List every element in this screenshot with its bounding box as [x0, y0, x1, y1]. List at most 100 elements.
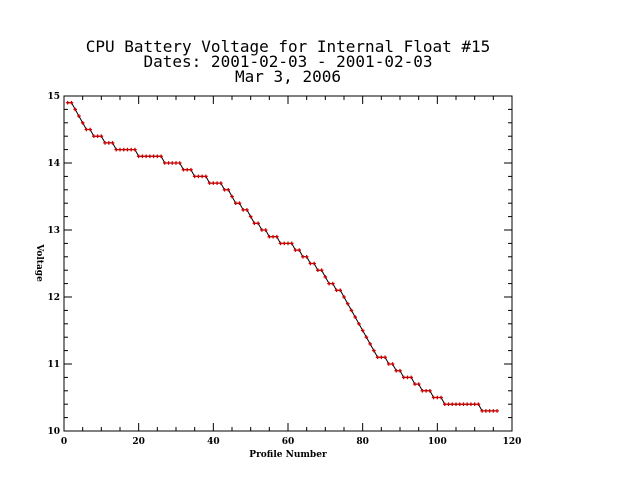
series-line — [67, 102, 498, 412]
data-point — [219, 181, 223, 185]
data-point — [200, 174, 204, 179]
data-point — [394, 368, 399, 373]
x-tick-label: 100 — [428, 437, 447, 447]
data-point — [390, 362, 395, 366]
data-point — [308, 261, 313, 266]
data-point — [331, 281, 335, 286]
data-point — [480, 409, 484, 413]
data-point — [121, 147, 126, 152]
data-point — [226, 188, 231, 192]
data-point — [338, 288, 343, 293]
data-point — [88, 127, 92, 132]
data-point — [301, 255, 305, 259]
data-point — [312, 261, 316, 266]
data-point — [129, 147, 133, 152]
data-point — [487, 409, 492, 413]
y-tick-label: 10 — [47, 427, 60, 437]
data-point — [65, 100, 70, 105]
y-tick-label: 13 — [47, 226, 60, 236]
data-point — [204, 174, 208, 179]
data-point — [92, 134, 96, 138]
data-point — [334, 288, 339, 293]
data-point — [170, 161, 175, 165]
data-point — [297, 248, 301, 252]
data-point — [189, 167, 193, 172]
data-point — [357, 322, 361, 326]
x-axis-label: Profile Number — [249, 450, 327, 460]
data-point — [144, 154, 148, 159]
data-point — [185, 167, 189, 172]
x-tick-label: 40 — [207, 437, 220, 447]
data-point — [230, 194, 234, 199]
data-point — [323, 275, 328, 279]
data-point — [476, 402, 481, 406]
data-point — [163, 161, 167, 165]
data-point — [439, 395, 443, 400]
data-point — [174, 161, 178, 165]
data-point — [155, 154, 160, 159]
data-point — [461, 402, 466, 406]
title-line-1: CPU Battery Voltage for Internal Float #… — [86, 37, 491, 56]
data-point — [319, 268, 324, 272]
data-point — [360, 328, 365, 333]
data-point — [245, 208, 249, 212]
series-points — [65, 100, 499, 413]
data-point — [491, 409, 496, 413]
data-point — [398, 368, 402, 373]
title-line-2: Dates: 2001-02-03 - 2001-02-03 — [144, 52, 433, 71]
data-point — [148, 154, 152, 159]
y-tick-label: 11 — [47, 360, 60, 370]
data-point — [95, 134, 100, 138]
data-point — [110, 141, 115, 145]
data-point — [248, 214, 253, 219]
data-point — [271, 234, 275, 239]
data-point — [260, 228, 264, 232]
data-point — [252, 221, 257, 226]
data-point — [136, 154, 141, 159]
x-tick-label: 20 — [132, 437, 145, 447]
data-point — [495, 409, 499, 413]
data-point — [215, 181, 219, 185]
data-point — [73, 107, 77, 112]
data-point — [446, 402, 451, 406]
x-tick-label: 80 — [356, 437, 369, 447]
x-tick-label: 0 — [61, 437, 67, 447]
data-point — [211, 181, 216, 185]
data-point — [196, 174, 201, 179]
data-point — [289, 241, 294, 246]
data-point — [69, 100, 74, 105]
data-point — [140, 154, 145, 159]
title-line-3: Mar 3, 2006 — [235, 67, 341, 86]
plot-frame — [63, 95, 513, 432]
data-point — [103, 141, 107, 145]
data-point — [353, 315, 357, 319]
data-point — [181, 167, 186, 172]
data-point — [233, 201, 238, 205]
data-point — [256, 221, 260, 226]
data-point — [267, 234, 272, 239]
data-point — [118, 147, 122, 152]
data-point — [484, 409, 488, 413]
data-point — [431, 395, 436, 400]
data-point — [84, 127, 89, 132]
data-point — [263, 228, 268, 232]
data-point — [327, 281, 331, 286]
data-point — [375, 355, 380, 360]
data-point — [151, 154, 156, 159]
data-point — [401, 375, 406, 380]
data-point — [413, 382, 417, 386]
data-point — [275, 234, 279, 239]
data-point — [166, 161, 171, 165]
data-point — [241, 208, 245, 212]
axis-ticks — [63, 95, 513, 432]
data-point — [345, 301, 350, 306]
data-point — [428, 389, 432, 393]
data-point — [457, 402, 462, 406]
y-axis-label: Voltage — [34, 243, 44, 282]
y-tick-labels: 10 11 12 13 14 15 — [47, 92, 60, 437]
chart-title: CPU Battery Voltage for Internal Float #… — [86, 37, 491, 86]
y-tick-label: 15 — [47, 92, 60, 102]
y-tick-label: 12 — [47, 293, 60, 303]
data-point — [342, 295, 346, 299]
